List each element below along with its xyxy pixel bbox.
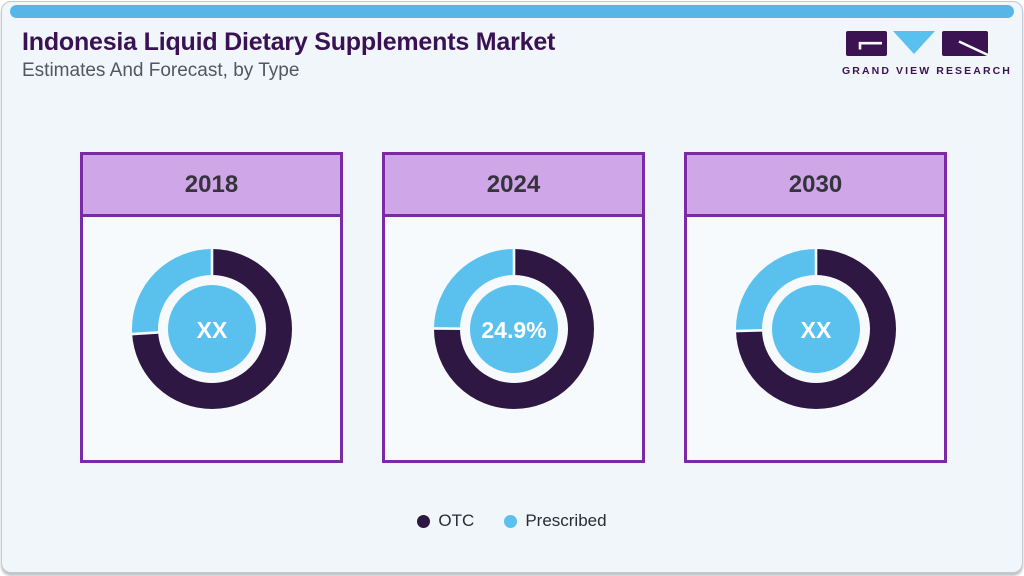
year-card-body: XX [83, 217, 340, 460]
top-accent-bar [10, 5, 1014, 18]
brand-logo: GRAND VIEW RESEARCH [842, 30, 1012, 77]
year-card-header: 2030 [687, 155, 944, 217]
legend-label: OTC [438, 511, 475, 530]
page-header: Indonesia Liquid Dietary Supplements Mar… [22, 28, 555, 82]
year-card-body: 24.9% [385, 217, 642, 460]
legend-item-prescribed: Prescribed [504, 511, 607, 531]
legend-label: Prescribed [525, 511, 607, 530]
legend: OTC Prescribed [2, 511, 1022, 531]
donut-center-circle [771, 285, 860, 373]
legend-item-otc: OTC [417, 511, 474, 531]
page-subtitle: Estimates And Forecast, by Type [22, 60, 300, 81]
donut-center-circle [167, 285, 256, 373]
year-card-2018: 2018 XX [80, 152, 343, 463]
donut-chart-2024: 24.9% [431, 247, 594, 409]
prescribed-legend-dot-icon [504, 514, 518, 528]
donut-center-label: XX [800, 317, 831, 343]
otc-legend-dot-icon [417, 514, 431, 528]
year-cards-row: 2018 XX 2024 24.9% [80, 152, 947, 463]
year-card-header: 2018 [83, 155, 340, 217]
donut-center-label: 24.9% [481, 317, 546, 343]
year-card-2030: 2030 XX [684, 152, 947, 463]
brand-name: GRAND VIEW RESEARCH [842, 65, 1012, 77]
donut-center-label: XX [196, 317, 227, 343]
donut-chart-2018: XX [129, 247, 292, 409]
page-title: Indonesia Liquid Dietary Supplements Mar… [22, 28, 556, 56]
donut-center-circle [469, 285, 558, 373]
year-card-body: XX [687, 217, 944, 460]
year-card-header: 2024 [385, 155, 642, 217]
donut-chart-2030: XX [733, 247, 896, 409]
year-card-2024: 2024 24.9% [382, 152, 645, 463]
gvr-logo-icon [845, 31, 990, 57]
